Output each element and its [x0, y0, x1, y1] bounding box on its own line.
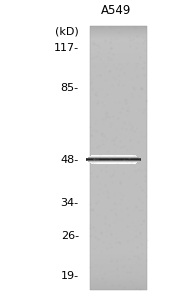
- Text: 19-: 19-: [61, 271, 79, 281]
- Text: A549: A549: [101, 4, 132, 16]
- Text: 34-: 34-: [61, 198, 79, 208]
- Text: (kD): (kD): [55, 27, 79, 37]
- Text: 26-: 26-: [61, 231, 79, 241]
- Text: 85-: 85-: [61, 83, 79, 93]
- Text: 117-: 117-: [54, 43, 79, 53]
- Bar: [90, 26, 147, 290]
- Text: 48-: 48-: [61, 154, 79, 164]
